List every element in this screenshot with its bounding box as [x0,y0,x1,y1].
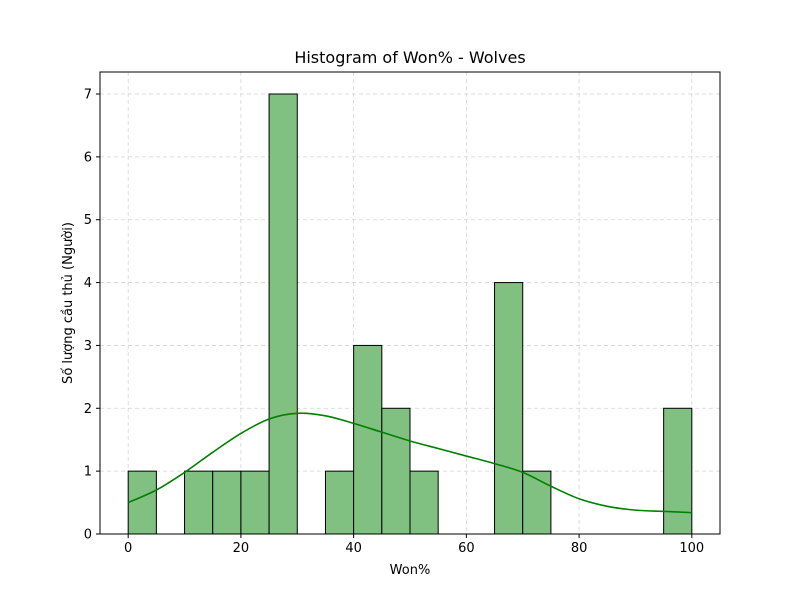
y-tick-label: 0 [84,528,92,543]
y-tick-label: 6 [84,150,92,165]
x-tick-label: 100 [679,541,704,556]
chart-title: Histogram of Won% - Wolves [294,48,525,67]
y-axis-ticks: 0 1 2 3 4 5 6 7 [84,88,100,543]
x-tick-label: 20 [233,541,250,556]
histogram-bar [212,470,242,535]
histogram-bar [494,282,524,535]
histogram-bar [353,344,383,535]
y-axis-label: Số lượng cầu thủ (Người) [61,222,76,384]
y-tick-label: 5 [84,213,92,228]
y-tick-label: 4 [84,276,92,291]
x-tick-label: 40 [345,541,362,556]
histogram-bar [409,470,439,535]
histogram-bar [268,93,298,535]
x-axis-label: Won% [390,563,431,578]
x-tick-label: 60 [458,541,475,556]
x-tick-label: 0 [124,541,132,556]
y-tick-label: 7 [84,88,92,103]
y-tick-label: 3 [84,339,92,354]
histogram-bar [381,407,411,535]
x-axis-ticks: 0 20 40 60 80 100 [124,534,704,556]
histogram-bar [240,470,270,535]
histogram-bars [127,93,693,535]
kde-line [127,412,692,514]
histogram-bar [127,470,157,535]
kde-curve-group [127,412,692,514]
histogram-bar [324,470,355,535]
plot-frame [99,71,721,535]
histogram-bar [184,470,214,535]
y-tick-label: 1 [84,465,92,480]
x-tick-label: 80 [571,541,588,556]
y-tick-label: 2 [84,402,92,417]
histogram-bar [663,407,693,535]
histogram-bar [522,470,552,535]
